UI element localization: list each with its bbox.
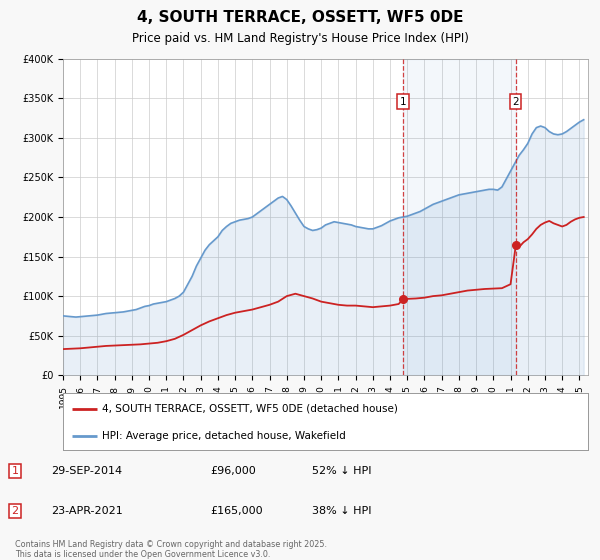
Text: Price paid vs. HM Land Registry's House Price Index (HPI): Price paid vs. HM Land Registry's House … <box>131 32 469 45</box>
Text: HPI: Average price, detached house, Wakefield: HPI: Average price, detached house, Wake… <box>103 431 346 441</box>
Text: £165,000: £165,000 <box>210 506 263 516</box>
Bar <box>403 59 516 375</box>
Text: £96,000: £96,000 <box>210 466 256 476</box>
Text: 1: 1 <box>400 96 406 106</box>
Text: 4, SOUTH TERRACE, OSSETT, WF5 0DE (detached house): 4, SOUTH TERRACE, OSSETT, WF5 0DE (detac… <box>103 404 398 414</box>
Text: 4, SOUTH TERRACE, OSSETT, WF5 0DE: 4, SOUTH TERRACE, OSSETT, WF5 0DE <box>137 10 463 25</box>
Text: 2: 2 <box>11 506 19 516</box>
Text: 38% ↓ HPI: 38% ↓ HPI <box>312 506 371 516</box>
Text: 29-SEP-2014: 29-SEP-2014 <box>51 466 122 476</box>
Text: 1: 1 <box>11 466 19 476</box>
Text: 52% ↓ HPI: 52% ↓ HPI <box>312 466 371 476</box>
Text: Contains HM Land Registry data © Crown copyright and database right 2025.
This d: Contains HM Land Registry data © Crown c… <box>15 540 327 559</box>
Text: 2: 2 <box>512 96 519 106</box>
Text: 23-APR-2021: 23-APR-2021 <box>51 506 123 516</box>
